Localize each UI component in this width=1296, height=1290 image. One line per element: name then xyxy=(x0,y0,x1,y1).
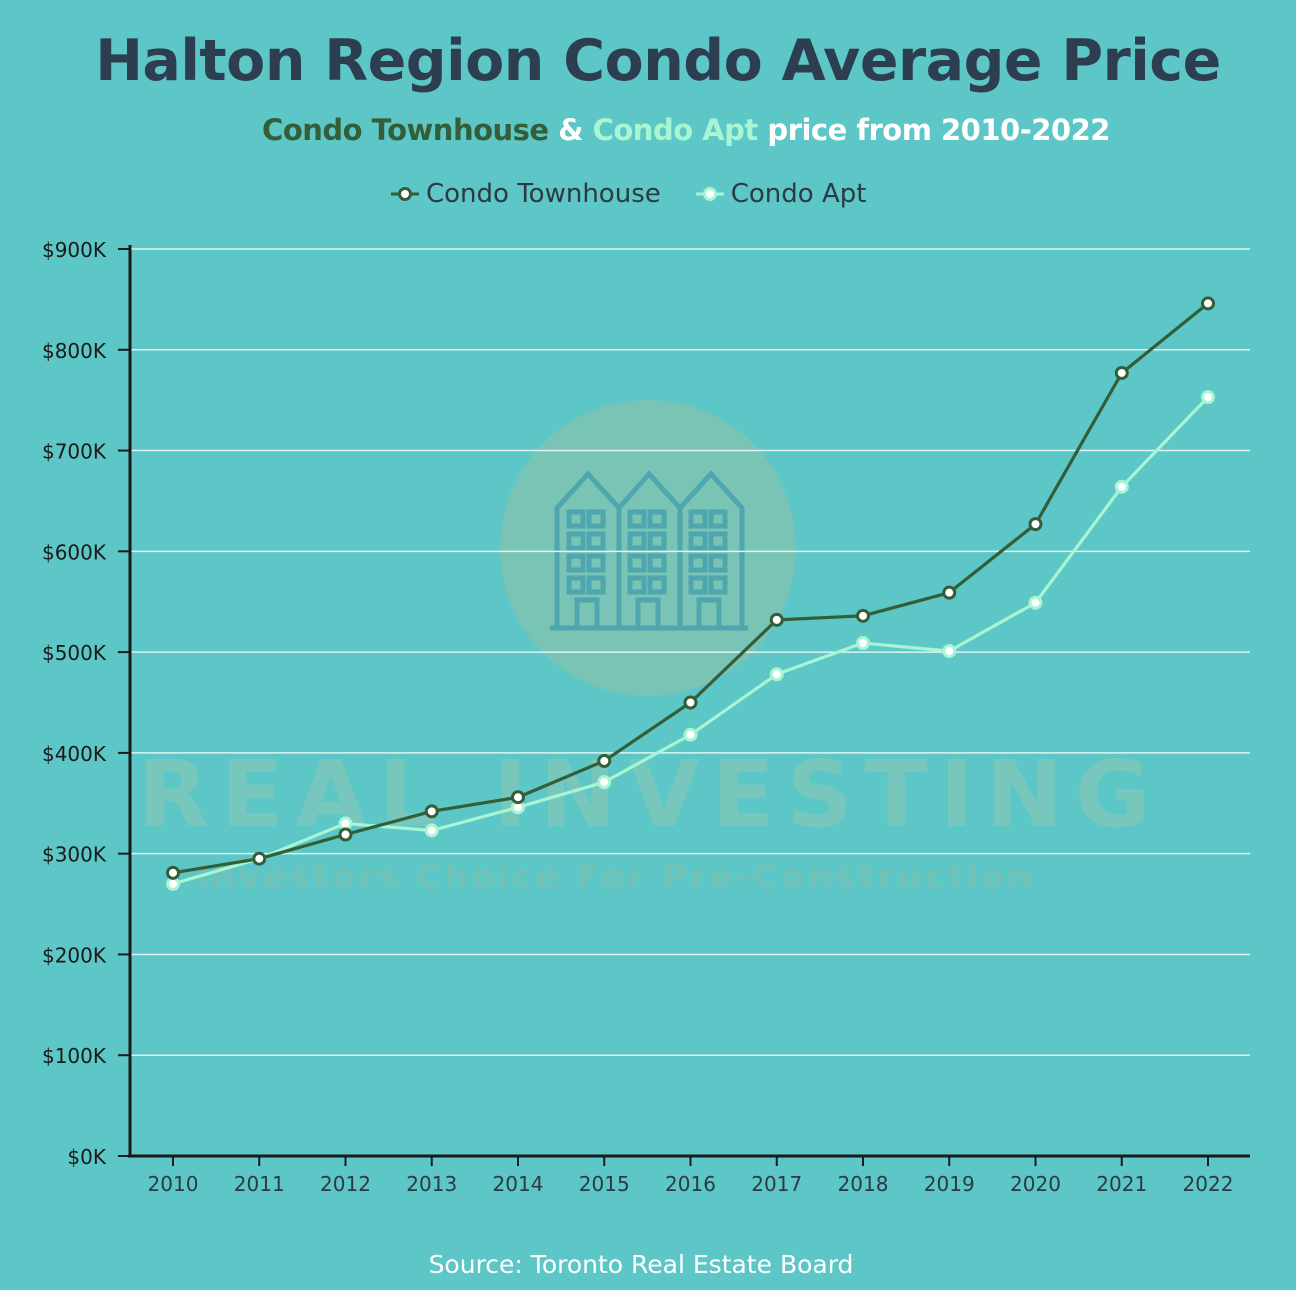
building-window xyxy=(688,531,708,551)
data-point-townhouse xyxy=(166,865,180,880)
building-icon xyxy=(550,470,748,631)
legend-marker-apt xyxy=(695,187,724,201)
building-window xyxy=(627,531,647,551)
legend-label-townhouse: Condo Townhouse xyxy=(426,179,661,209)
building-window xyxy=(586,509,606,529)
building-window xyxy=(627,575,647,595)
building-door xyxy=(635,597,661,631)
building-window xyxy=(708,553,728,573)
building-window xyxy=(566,575,586,595)
building-window xyxy=(688,575,708,595)
building-window xyxy=(688,509,708,529)
building-window xyxy=(586,575,606,595)
data-point-apt xyxy=(1028,595,1043,610)
building-window xyxy=(688,553,708,573)
y-tick-label: $200K xyxy=(42,943,107,967)
building-window xyxy=(586,553,606,573)
x-tick-label: 2020 xyxy=(1010,1172,1061,1196)
legend-item-townhouse[interactable]: Condo Townhouse xyxy=(390,179,661,209)
data-point-townhouse xyxy=(683,695,698,710)
chart-title: Halton Region Condo Average Price xyxy=(95,28,1221,94)
subtitle-townhouse: Condo Townhouse xyxy=(262,113,549,147)
building-window xyxy=(708,509,728,529)
x-tick-label: 2018 xyxy=(838,1172,889,1196)
y-tick-label: $900K xyxy=(42,238,107,262)
x-tick-label: 2015 xyxy=(579,1172,630,1196)
x-tick-label: 2011 xyxy=(234,1172,285,1196)
data-point-townhouse xyxy=(942,585,957,600)
watermark-tagline: Investors Choice For Pre-Construction xyxy=(195,857,1034,897)
legend-item-apt[interactable]: Condo Apt xyxy=(695,179,867,209)
building-window xyxy=(566,553,586,573)
x-tick-label: 2019 xyxy=(924,1172,975,1196)
building-window xyxy=(586,531,606,551)
x-axis-ticks: 2010 2011 2012 2013 2014 2015 2016 2017 2018 2019… xyxy=(148,1156,1234,1196)
x-tick-label: 2014 xyxy=(493,1172,544,1196)
watermark: REAL INVESTING Investors Choice For Pre-… xyxy=(138,400,1150,897)
data-point-townhouse xyxy=(511,790,525,805)
x-tick-label: 2010 xyxy=(148,1172,199,1196)
y-tick-label: $300K xyxy=(42,843,107,867)
building-window xyxy=(647,531,667,551)
data-point-apt xyxy=(683,727,698,742)
data-point-apt xyxy=(424,823,439,838)
building-window xyxy=(566,509,586,529)
data-point-apt xyxy=(597,775,612,790)
y-axis-ticks: $0K $100K $200K $300K $400K $500K $600K $700K $8… xyxy=(42,238,130,1169)
data-point-apt xyxy=(338,816,353,831)
y-tick-label: $400K xyxy=(42,742,107,766)
legend: Condo Townhouse Condo Apt xyxy=(390,176,900,212)
source-note: Source: Toronto Real Estate Board xyxy=(428,1250,854,1279)
data-point-townhouse xyxy=(1201,296,1215,311)
y-tick-label: $0K xyxy=(67,1145,106,1169)
legend-marker-townhouse xyxy=(391,187,419,201)
building-window xyxy=(708,575,728,595)
data-point-apt xyxy=(166,876,180,891)
data-point-apt xyxy=(769,667,784,682)
data-point-townhouse xyxy=(769,612,784,627)
subtitle-amp: & xyxy=(548,113,593,147)
building-window xyxy=(647,553,667,573)
y-tick-label: $700K xyxy=(42,440,107,464)
data-point-apt xyxy=(1114,479,1129,494)
building-window xyxy=(627,553,647,573)
data-point-townhouse xyxy=(856,608,870,623)
y-tick-label: $500K xyxy=(42,641,107,665)
building-door xyxy=(574,597,600,631)
building-window xyxy=(647,509,667,529)
data-point-apt xyxy=(856,636,870,651)
subtitle-apt: Condo Apt xyxy=(592,113,759,147)
grid-lines xyxy=(130,248,1250,1056)
y-tick-label: $800K xyxy=(42,339,107,363)
x-tick-label: 2013 xyxy=(406,1172,457,1196)
x-tick-label: 2022 xyxy=(1183,1172,1234,1196)
building-window xyxy=(627,509,647,529)
data-point-townhouse xyxy=(424,804,439,819)
legend-label-apt: Condo Apt xyxy=(730,179,867,209)
data-point-townhouse xyxy=(252,851,267,866)
chart-subtitle: Condo Townhouse & Condo Apt price from 2… xyxy=(0,113,1296,147)
subtitle-range: price from 2010-2022 xyxy=(757,113,1110,147)
building-window xyxy=(647,575,667,595)
data-point-townhouse xyxy=(597,753,612,768)
x-tick-label: 2012 xyxy=(320,1172,371,1196)
building-window xyxy=(708,531,728,551)
data-point-apt xyxy=(942,644,957,659)
building-window xyxy=(566,531,586,551)
y-tick-label: $100K xyxy=(42,1044,107,1068)
data-point-apt xyxy=(1201,390,1215,405)
data-point-townhouse xyxy=(338,827,353,842)
x-tick-label: 2016 xyxy=(665,1172,716,1196)
line-chart: REAL INVESTING Investors Choice For Pre-… xyxy=(42,238,1250,1196)
x-tick-label: 2017 xyxy=(751,1172,802,1196)
series-layer xyxy=(166,296,1215,891)
data-point-townhouse xyxy=(1114,365,1129,380)
y-tick-label: $600K xyxy=(42,540,107,564)
x-tick-label: 2021 xyxy=(1096,1172,1147,1196)
axes xyxy=(128,245,1250,1158)
building-door xyxy=(696,597,722,631)
data-point-townhouse xyxy=(1028,517,1043,532)
